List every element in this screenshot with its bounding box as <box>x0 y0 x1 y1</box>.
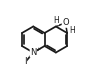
Text: H: H <box>53 16 59 25</box>
Text: O: O <box>62 18 69 27</box>
Text: H: H <box>69 26 75 35</box>
Text: +: + <box>35 47 40 52</box>
Text: I: I <box>24 57 27 66</box>
Text: N: N <box>30 48 36 57</box>
